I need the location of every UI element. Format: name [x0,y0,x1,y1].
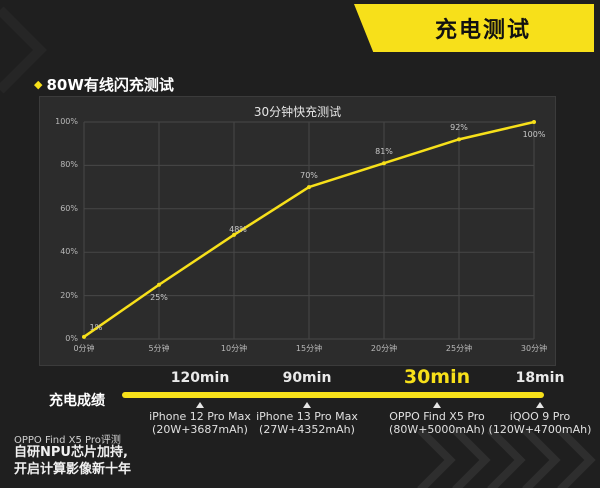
phone-spec: (80W+5000mAh) [389,423,485,436]
data-point [307,185,311,190]
charge-time: 90min [282,370,332,386]
y-tick-label: 0% [65,334,78,343]
phone-name: OPPO Find X5 Pro [389,410,485,423]
triangle-up-icon [196,402,204,408]
phone-entry: iPhone 13 Pro Max (27W+4352mAh) [256,410,358,436]
x-tick-label: 5分钟 [148,344,170,353]
phone-name: iQOO 9 Pro [509,410,571,423]
data-label: 1% [89,322,103,332]
y-tick-label: 100% [55,117,78,126]
line-chart [82,120,536,340]
phone-name: iPhone 12 Pro Max [149,410,251,423]
data-label: 81% [375,147,393,157]
phone-name: iPhone 13 Pro Max [256,410,358,423]
header-banner: 充电测试 [354,4,594,52]
data-label: 100% [522,130,546,139]
footer-caption: OPPO Find X5 Pro评测 [14,435,121,446]
phone-entry: iPhone 12 Pro Max (20W+3687mAh) [149,410,251,436]
data-label: 48% [229,224,247,234]
phone-spec: (20W+3687mAh) [152,423,248,436]
section-title-text: 80W有线闪充测试 [46,76,174,94]
x-tick-label: 10分钟 [220,344,248,353]
data-point [157,282,161,287]
data-label: 92% [450,123,468,133]
data-point [82,334,86,339]
y-tick-label: 60% [60,203,78,213]
data-label: 25% [150,292,168,302]
triangle-up-icon [536,402,544,408]
comparison-timeline [122,392,544,398]
x-tick-label: 20分钟 [370,344,398,353]
phone-spec: (27W+4352mAh) [259,423,355,436]
data-point [382,161,386,166]
data-point [457,137,461,142]
data-point [532,120,536,124]
diamond-icon: ◆ [34,78,43,91]
y-tick-label: 40% [60,247,78,257]
triangle-up-icon [433,402,441,408]
charge-time: 120min [170,370,230,386]
comparison-label: 充电成绩 [49,393,105,409]
footer-slogan-line1: 自研NPU芯片加持, [14,445,128,460]
x-tick-label: 15分钟 [295,344,323,353]
charge-time: 30min [403,366,471,388]
x-tick-label: 0分钟 [73,344,95,353]
data-label: 70% [300,171,318,181]
footer-slogan-line2: 开启计算影像新十年 [14,462,132,477]
phone-entry: OPPO Find X5 Pro (80W+5000mAh) [389,410,485,436]
phone-spec: (120W+4700mAh) [488,423,592,436]
data-point [232,232,236,237]
x-tick-label: 25分钟 [445,344,473,353]
triangle-up-icon [303,402,311,408]
phone-entry: iQOO 9 Pro (120W+4700mAh) [489,410,592,436]
header-title: 充电测试 [434,18,531,43]
chart-title: 30分钟快充测试 [253,105,342,119]
y-tick-label: 80% [60,160,78,170]
footer-slogan: 自研NPU芯片加持, 开启计算影像新十年 [14,444,131,478]
charge-time: 18min [515,370,565,386]
section-title: ◆ 80W有线闪充测试 [34,74,174,95]
chart-panel: 30分钟快充测试 0% 20% 40% 60% 80% 100% 0分钟 5分钟 10分钟 15分… [39,96,556,366]
x-tick-label: 30分钟 [520,344,548,353]
y-tick-label: 20% [60,290,78,300]
